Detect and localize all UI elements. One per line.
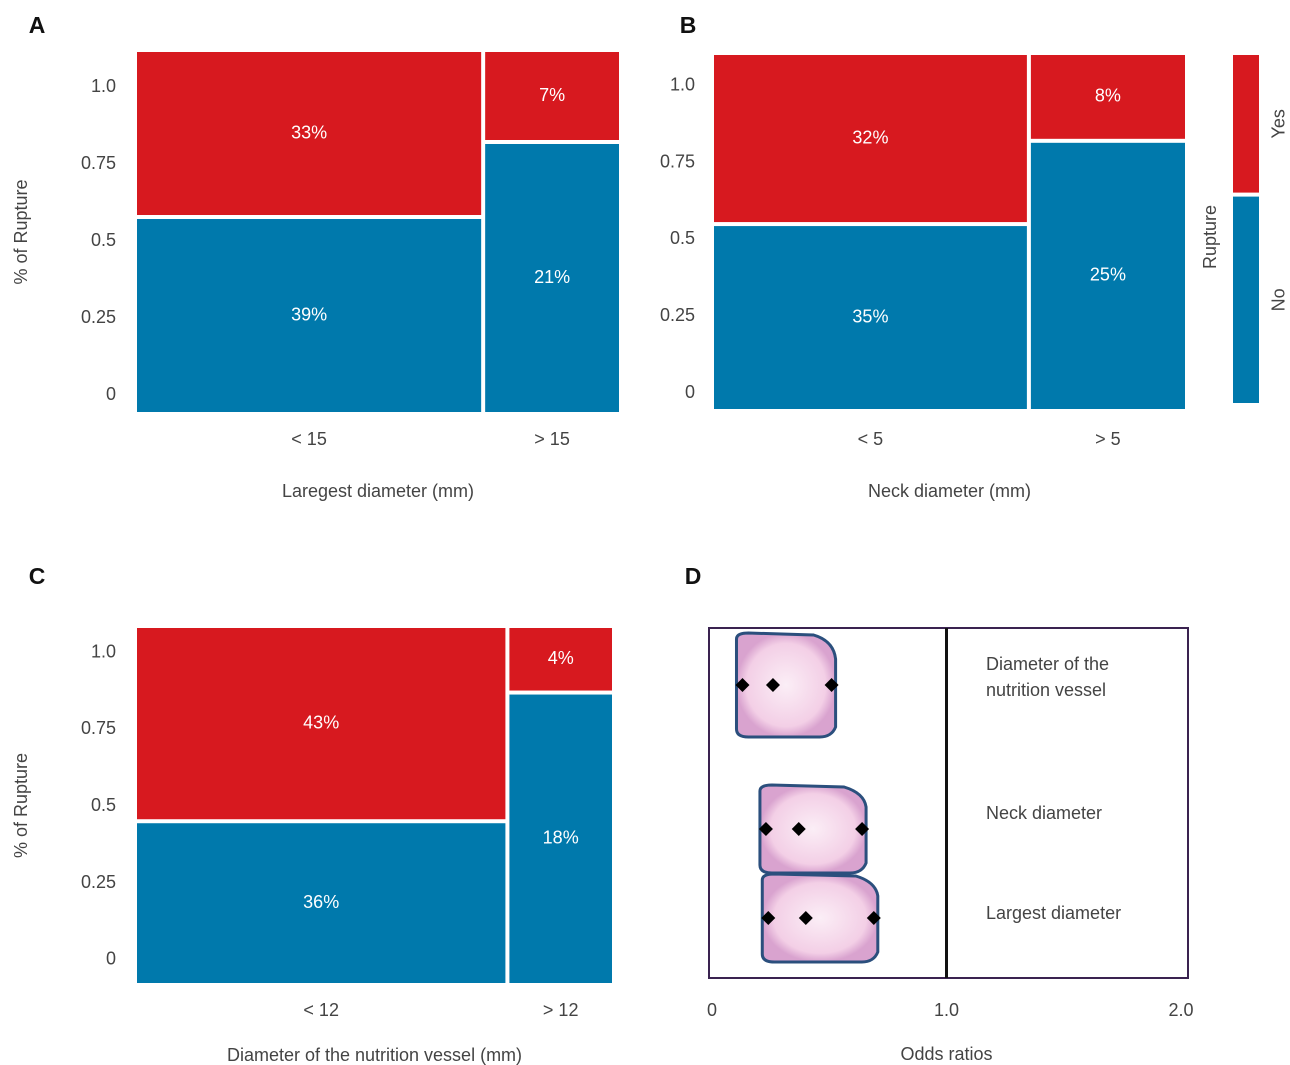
legend-label: No <box>1269 288 1289 311</box>
x-tick-label: > 15 <box>534 429 570 449</box>
y-tick-label: 0.25 <box>660 305 695 325</box>
y-tick-label: 0.5 <box>670 228 695 248</box>
y-tick-label: 0.75 <box>81 153 116 173</box>
x-axis-title: Neck diameter (mm) <box>868 481 1031 501</box>
legend-title: Rupture <box>1200 205 1220 269</box>
mosaic-cell <box>137 628 506 820</box>
y-tick-label: 0.25 <box>81 307 116 327</box>
y-tick-label: 1.0 <box>91 641 116 661</box>
point <box>765 678 780 692</box>
y-tick-label: 0.5 <box>91 795 116 815</box>
panel-label: D <box>685 563 702 589</box>
x-tick-label: 1.0 <box>934 1000 959 1020</box>
row-label: Diameter of the nutrition vessel <box>986 654 1110 700</box>
x-axis-title: Laregest diameter (mm) <box>282 481 474 501</box>
mosaic-cell <box>137 823 506 983</box>
x-tick-label: 2.0 <box>1168 1000 1193 1020</box>
x-axis-title: Diameter of the nutrition vessel (mm) <box>227 1045 522 1065</box>
value-label: 18% <box>543 828 579 848</box>
value-label: 39% <box>291 304 327 324</box>
y-tick-label: 1.0 <box>91 76 116 96</box>
y-tick-label: 0.75 <box>81 718 116 738</box>
mosaic-cell <box>137 219 482 412</box>
y-tick-label: 0 <box>106 949 116 969</box>
row-label: Largest diameter <box>986 903 1122 923</box>
y-tick-label: 1.0 <box>670 74 695 94</box>
value-label: 25% <box>1090 265 1126 285</box>
ci-shape <box>734 631 838 739</box>
mosaic-cell <box>485 144 619 412</box>
mosaic-cell <box>1030 142 1185 409</box>
point <box>798 911 813 925</box>
value-label: 43% <box>303 712 339 732</box>
value-label: 36% <box>303 892 339 912</box>
point <box>824 678 839 692</box>
x-tick-label: < 12 <box>303 1000 339 1020</box>
point <box>735 678 750 692</box>
mosaic-cell <box>1030 55 1185 139</box>
point <box>761 911 776 925</box>
panel-label: A <box>29 12 46 38</box>
mosaic-cell <box>485 52 619 140</box>
x-tick-label: > 12 <box>543 1000 579 1020</box>
ci-shape <box>758 783 868 875</box>
panel-label: C <box>29 563 46 589</box>
ci-shape <box>760 872 880 964</box>
point <box>866 911 881 925</box>
value-label: 7% <box>539 85 565 105</box>
point <box>791 822 806 836</box>
mosaic-cell <box>714 226 1027 409</box>
legend-swatch <box>1233 196 1259 403</box>
x-tick-label: 0 <box>707 1000 717 1020</box>
y-tick-label: 0 <box>106 384 116 404</box>
x-axis-title: Odds ratios <box>900 1044 992 1064</box>
y-axis-title: % of Rupture <box>11 753 31 858</box>
y-tick-label: 0.25 <box>81 872 116 892</box>
value-label: 33% <box>291 122 327 142</box>
value-label: 8% <box>1095 86 1121 106</box>
y-tick-label: 0.75 <box>660 151 695 171</box>
mosaic-cell <box>137 52 482 215</box>
plot-frame <box>708 627 1189 979</box>
value-label: 35% <box>852 306 888 326</box>
y-axis-title: % of Rupture <box>11 179 31 284</box>
legend-swatch <box>1233 55 1259 193</box>
y-tick-label: 0.5 <box>91 230 116 250</box>
x-tick-label: < 5 <box>858 429 884 449</box>
value-label: 32% <box>852 127 888 147</box>
value-label: 4% <box>548 648 574 668</box>
x-tick-label: < 15 <box>291 429 327 449</box>
row-label: Neck diameter <box>986 803 1103 823</box>
point <box>855 822 870 836</box>
panel-label: B <box>680 12 697 38</box>
legend-label: Yes <box>1269 109 1289 138</box>
point <box>758 822 773 836</box>
x-tick-label: > 5 <box>1095 429 1121 449</box>
value-label: 21% <box>534 267 570 287</box>
mosaic-cell <box>509 628 612 691</box>
y-tick-label: 0 <box>685 382 695 402</box>
mosaic-cell <box>509 694 612 983</box>
mosaic-cell <box>714 55 1027 223</box>
